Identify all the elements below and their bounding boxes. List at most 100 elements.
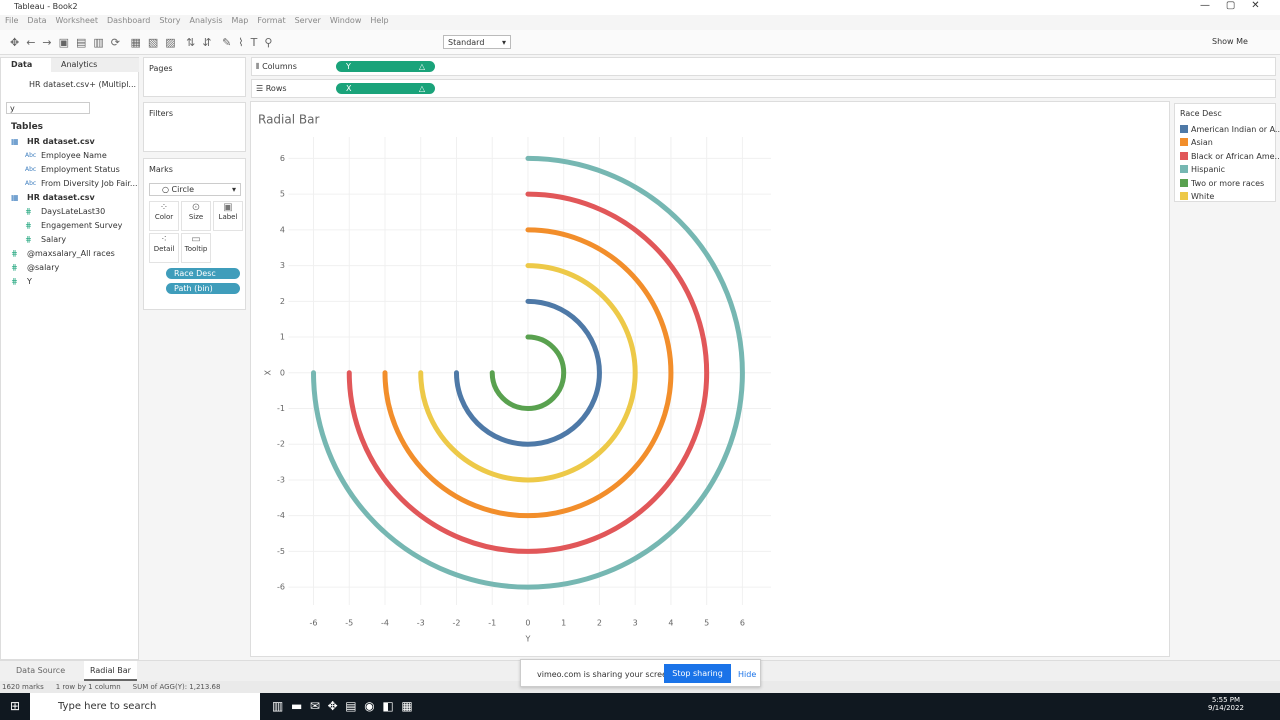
radial-bar xyxy=(489,334,567,411)
rows-pill[interactable]: X △ xyxy=(336,83,435,94)
menu-item[interactable]: Window xyxy=(329,16,362,25)
field-row[interactable]: ⋕ Salary xyxy=(1,234,139,248)
status-item: SUM of AGG(Y): 1,213.68 xyxy=(132,683,221,691)
analytics-tab[interactable]: Analytics xyxy=(51,58,139,72)
radial-bar xyxy=(346,191,710,554)
x-tick-label: -1 xyxy=(488,619,496,628)
legend-label: White xyxy=(1191,192,1215,201)
legend-label: Two or more races xyxy=(1191,178,1265,188)
clock-date: 9/14/2022 xyxy=(1208,704,1244,712)
data-tab[interactable]: Data xyxy=(1,58,51,72)
columns-pill[interactable]: Y △ xyxy=(336,61,435,72)
field-row[interactable]: ⋕ @maxsalary_All races xyxy=(1,248,139,262)
y-tick-label: 3 xyxy=(280,261,285,270)
window-controls[interactable]: — ▢ ✕ xyxy=(1200,0,1260,11)
field-row[interactable]: ▦ HR dataset.csv xyxy=(1,136,139,150)
sheet-tab[interactable]: Data Source xyxy=(16,666,66,675)
columns-pill-text: Y xyxy=(346,62,351,71)
menu-item[interactable]: Dashboard xyxy=(106,16,151,25)
stop-sharing-button[interactable]: Stop sharing xyxy=(664,664,731,683)
columns-shelf: ⦀ Columns Y △ xyxy=(251,57,1276,76)
measure-icon: ⋕ xyxy=(25,207,32,216)
field-label: Engagement Survey xyxy=(41,221,123,230)
sheet-tab[interactable]: Radial Bar xyxy=(84,661,137,681)
menu-item[interactable]: Data xyxy=(27,16,47,25)
field-row[interactable]: Abc Employee Name xyxy=(1,150,139,164)
legend-label: Hispanic xyxy=(1191,165,1226,175)
mark-button[interactable]: ▣ Label xyxy=(213,201,243,231)
y-tick-label: -2 xyxy=(277,440,285,449)
taskbar-apps[interactable]: ▥ ▬ ✉ ✥ ▤ ◉ ◧ ▦ xyxy=(272,699,413,713)
status-bar: 1620 marks 1 row by 1 column SUM of AGG(Y)… xyxy=(0,681,1280,693)
menu-item[interactable]: Format xyxy=(257,16,286,25)
field-label: DaysLateLast30 xyxy=(41,207,106,216)
radial-bar xyxy=(453,298,602,447)
measure-icon: ⋕ xyxy=(25,221,32,230)
x-tick-label: -2 xyxy=(452,619,460,628)
tables-heading: Tables xyxy=(11,122,44,132)
y-tick-label: 5 xyxy=(280,190,285,199)
legend-swatch xyxy=(1180,165,1188,174)
start-button[interactable]: ⊞ xyxy=(10,699,21,713)
legend-swatch xyxy=(1180,138,1188,147)
rows-text: Rows xyxy=(265,84,287,93)
radial-bar xyxy=(311,155,745,590)
menu-item[interactable]: Analysis xyxy=(189,16,223,25)
measure-icon: ⋕ xyxy=(11,249,18,258)
y-tick-label: 0 xyxy=(280,368,285,377)
x-tick-label: 0 xyxy=(525,619,530,628)
search-text: y xyxy=(10,104,15,113)
field-row[interactable]: Abc Employment Status xyxy=(1,164,139,178)
legend-swatch xyxy=(1180,151,1188,160)
mark-button-label: Size xyxy=(188,213,204,221)
field-label: Employee Name xyxy=(41,151,107,160)
table-icon: ▦ xyxy=(11,193,19,202)
mark-button-icon: ▭ xyxy=(191,234,201,245)
rows-pill-text: X xyxy=(346,84,352,93)
fit-dropdown[interactable]: Standard ▾ xyxy=(443,35,511,49)
x-tick-label: -6 xyxy=(310,619,318,628)
data-pane: Data Analytics HR dataset.csv+ (Multipl.… xyxy=(0,57,139,660)
show-me[interactable]: Show Me xyxy=(1212,37,1248,46)
search-box[interactable]: y xyxy=(6,102,90,114)
hide-button[interactable]: Hide xyxy=(738,670,757,679)
field-row[interactable]: ⋕ Engagement Survey xyxy=(1,220,139,234)
title-bar: Tableau - Book2 — ▢ ✕ xyxy=(0,0,1280,15)
field-label: Y xyxy=(27,277,32,286)
mark-button[interactable]: ⁖ Detail xyxy=(149,233,179,263)
field-label: Salary xyxy=(41,235,67,244)
menu-item[interactable]: Help xyxy=(370,16,389,25)
mark-button[interactable]: ▭ Tooltip xyxy=(181,233,211,263)
field-row[interactable]: ▦ HR dataset.csv xyxy=(1,192,139,206)
mark-pill[interactable]: Path (bin) xyxy=(166,283,240,294)
x-tick-label: 6 xyxy=(740,619,745,628)
field-icon: Abc xyxy=(25,152,37,159)
data-source[interactable]: HR dataset.csv+ (Multipl... xyxy=(29,80,137,89)
legend-label: American Indian or A.. xyxy=(1191,125,1280,134)
menu-item[interactable]: Worksheet xyxy=(55,16,98,25)
menu-item[interactable]: Map xyxy=(231,16,249,25)
field-row[interactable]: ⋕ Y xyxy=(1,276,139,290)
menu-item[interactable]: File xyxy=(5,16,19,25)
mark-type[interactable]: ○ Circle ▾ xyxy=(149,183,241,196)
toolbar-icons[interactable]: ✥ ← → ▣ ▤ ▥ ⟳ ▦ ▧ ▨ ⇅ ⇵ ✎ ⌇ T ⚲ xyxy=(10,36,273,49)
taskbar-search[interactable]: Type here to search xyxy=(30,693,260,720)
menu-item[interactable]: Server xyxy=(294,16,321,25)
y-axis-label: X xyxy=(264,370,273,376)
mark-button-icon: ▣ xyxy=(223,202,233,213)
mark-button[interactable]: ⊙ Size xyxy=(181,201,211,231)
x-tick-label: 2 xyxy=(597,619,602,628)
clock-time: 5:55 PM xyxy=(1211,696,1241,704)
y-tick-label: 2 xyxy=(280,297,285,306)
legend-title: Race Desc xyxy=(1180,109,1222,118)
menu-item[interactable]: Story xyxy=(159,16,181,25)
x-tick-label: 1 xyxy=(561,619,566,628)
y-tick-label: 4 xyxy=(280,225,285,234)
mark-button[interactable]: ⁘ Color xyxy=(149,201,179,231)
field-row[interactable]: Abc From Diversity Job Fair... xyxy=(1,178,139,192)
mark-pill[interactable]: Race Desc xyxy=(166,268,240,279)
legend-swatch xyxy=(1180,192,1188,200)
field-row[interactable]: ⋕ @salary xyxy=(1,262,139,276)
field-row[interactable]: ⋕ DaysLateLast30 xyxy=(1,206,139,220)
